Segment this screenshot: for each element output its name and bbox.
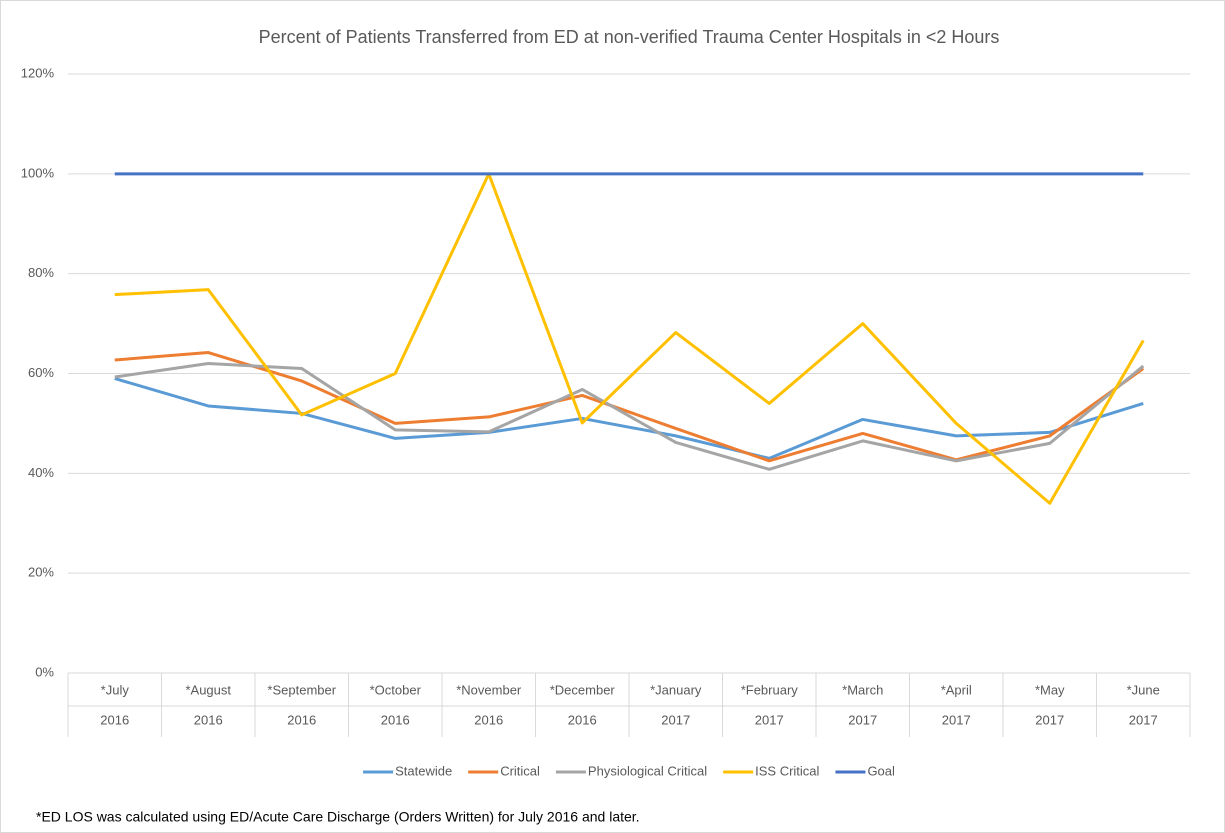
- y-tick-label: 40%: [28, 465, 54, 480]
- x-tick-label: *December: [550, 682, 616, 697]
- x-tick-label: *June: [1127, 682, 1160, 697]
- y-tick-label: 0%: [35, 664, 54, 679]
- x-tick-label: *October: [370, 682, 422, 697]
- series-line: [114, 172, 1145, 505]
- y-tick-label: 20%: [28, 565, 54, 580]
- x-tick-label-year: 2017: [1129, 712, 1158, 727]
- series-line: [114, 362, 1145, 471]
- legend-label: Physiological Critical: [588, 763, 707, 778]
- x-tick-label-year: 2017: [848, 712, 877, 727]
- footnote: *ED LOS was calculated using ED/Acute Ca…: [36, 809, 640, 825]
- x-tick-label: *July: [101, 682, 130, 697]
- y-tick-label: 100%: [21, 165, 55, 180]
- legend-label: Critical: [500, 763, 540, 778]
- series-line: [114, 351, 1145, 463]
- x-tick-label-year: 2016: [287, 712, 316, 727]
- x-tick-label: *February: [741, 682, 799, 697]
- x-tick-label: *November: [456, 682, 522, 697]
- x-tick-label-year: 2016: [474, 712, 503, 727]
- legend-label: ISS Critical: [755, 763, 819, 778]
- x-tick-label: *August: [185, 682, 231, 697]
- x-tick-label-year: 2016: [194, 712, 223, 727]
- y-tick-label: 120%: [21, 65, 55, 80]
- x-tick-label-year: 2016: [568, 712, 597, 727]
- x-tick-label: *May: [1035, 682, 1065, 697]
- x-tick-label-year: 2017: [942, 712, 971, 727]
- x-tick-label-year: 2016: [100, 712, 129, 727]
- x-tick-label: *March: [842, 682, 883, 697]
- x-tick-label: *January: [650, 682, 702, 697]
- x-tick-label-year: 2017: [661, 712, 690, 727]
- x-tick-label-year: 2017: [1035, 712, 1064, 727]
- x-tick-label: *April: [941, 682, 972, 697]
- x-tick-label: *September: [267, 682, 336, 697]
- x-tick-label-year: 2016: [381, 712, 410, 727]
- legend-label: Statewide: [395, 763, 452, 778]
- y-tick-label: 60%: [28, 365, 54, 380]
- chart-title: Percent of Patients Transferred from ED …: [259, 27, 1000, 47]
- legend-label: Goal: [867, 763, 895, 778]
- y-tick-label: 80%: [28, 265, 54, 280]
- x-tick-label-year: 2017: [755, 712, 784, 727]
